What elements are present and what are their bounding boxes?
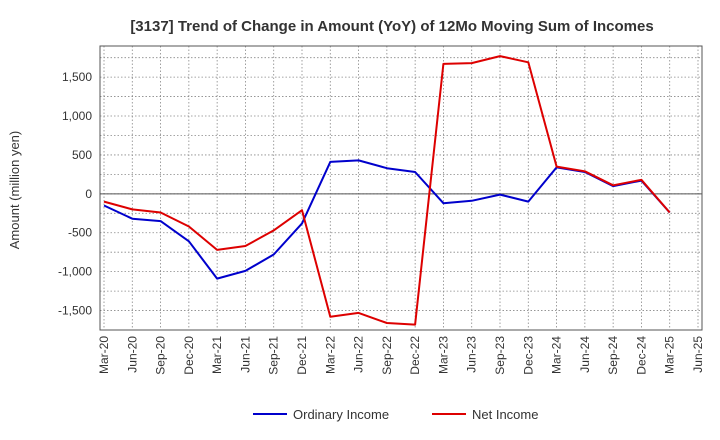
x-tick-label: Sep-24: [606, 336, 620, 375]
x-tick-label: Mar-20: [97, 336, 111, 374]
x-tick-label: Jun-23: [465, 336, 479, 373]
plot-frame: [99, 45, 703, 331]
y-tick-label: 0: [85, 187, 92, 201]
x-tick-label: Sep-23: [493, 336, 507, 375]
legend: Ordinary Income Net Income: [253, 407, 538, 422]
series-lines: [103, 55, 671, 326]
legend-label: Ordinary Income: [293, 407, 389, 422]
y-tick-label: 1,500: [62, 70, 92, 84]
x-tick-label: Mar-23: [436, 336, 450, 374]
x-tick-label: Sep-21: [267, 336, 281, 375]
x-tick-label: Jun-22: [352, 336, 366, 373]
x-tick-label: Dec-22: [408, 336, 422, 375]
x-tick-label: Jun-25: [691, 336, 705, 373]
y-tick-label: -1,500: [58, 304, 92, 318]
chart-title: [3137] Trend of Change in Amount (YoY) o…: [130, 18, 653, 35]
x-tick-label: Mar-22: [323, 336, 337, 374]
legend-label: Net Income: [472, 407, 538, 422]
y-tick-label: 1,000: [62, 109, 92, 123]
y-axis-label: Amount (million yen): [7, 131, 22, 250]
x-tick-label: Dec-20: [182, 336, 196, 375]
x-tick-label: Dec-21: [295, 336, 309, 375]
y-tick-label: -1,000: [58, 265, 92, 279]
plot-area: [100, 46, 702, 330]
x-tick-label: Mar-25: [663, 336, 677, 374]
x-axis-ticks: Mar-20 Jun-20 Sep-20 Dec-20 Mar-21 Jun-21 Sep-…: [97, 336, 705, 375]
y-tick-label: 500: [72, 148, 92, 162]
x-tick-label: Sep-20: [154, 336, 168, 375]
series-line-net-income: [103, 55, 671, 326]
x-tick-label: Jun-20: [125, 336, 139, 373]
x-tick-label: Jun-24: [578, 336, 592, 373]
y-axis-ticks: -1,500 -1,000 -500 0 500 1,000 1,500: [58, 70, 92, 317]
y-tick-label: -500: [68, 226, 92, 240]
x-tick-label: Dec-24: [634, 336, 648, 375]
x-tick-label: Sep-22: [380, 336, 394, 375]
x-tick-label: Mar-24: [550, 336, 564, 374]
x-tick-label: Jun-21: [238, 336, 252, 373]
x-tick-label: Mar-21: [210, 336, 224, 374]
x-tick-label: Dec-23: [521, 336, 535, 375]
